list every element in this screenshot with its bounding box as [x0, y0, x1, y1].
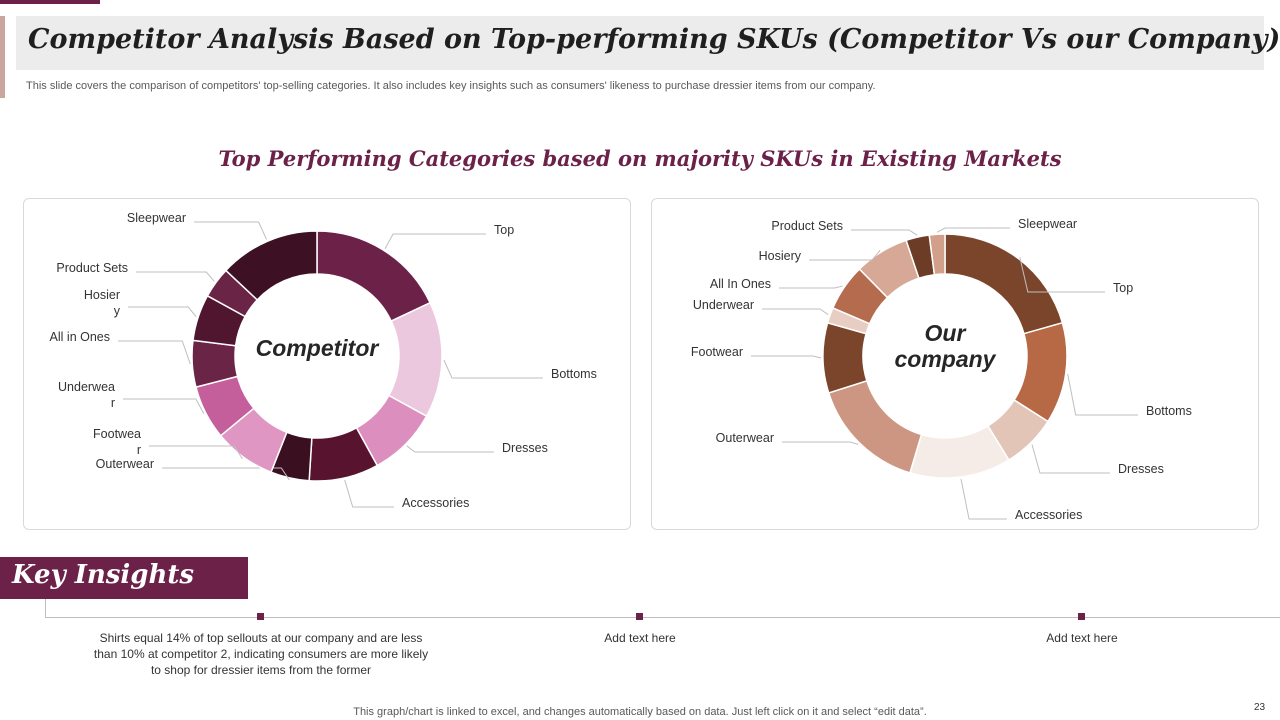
donut-slice-footwear[interactable]	[822, 321, 868, 394]
leader-line	[344, 479, 394, 508]
page-number: 23	[1254, 702, 1266, 713]
slice-label-bottoms: Bottoms	[1146, 404, 1192, 418]
slice-label-product-sets: Product Sets	[771, 219, 843, 233]
leader-line	[118, 340, 191, 365]
company-chart-panel: Top Bottoms Dresses Accessories Outerwear Foo…	[651, 198, 1259, 530]
insight-text-2: Add text here	[604, 631, 676, 645]
leader-line	[1019, 257, 1105, 293]
leader-line	[194, 221, 268, 240]
leader-line	[851, 229, 918, 236]
slice-label-product-sets: Product Sets	[56, 261, 128, 275]
insight-marker	[257, 613, 264, 620]
slice-label-all-in-ones: All In Ones	[710, 277, 771, 291]
insight-marker	[1078, 613, 1085, 620]
competitor-donut-chart[interactable]: Top Bottoms Dresses Accessories OuterwearFoo…	[24, 199, 630, 529]
leader-line	[762, 308, 829, 316]
slice-label-accessories: Accessories	[402, 496, 469, 510]
leader-line	[809, 250, 881, 261]
slice-label-underwear: Underwear	[693, 298, 754, 312]
insight-text-3: Add text here	[1046, 631, 1118, 645]
leader-line	[936, 227, 1010, 233]
footer-note: This graph/chart is linked to excel, and…	[353, 706, 927, 718]
title-band	[16, 16, 1264, 70]
donut-slice-outerwear[interactable]	[827, 379, 923, 474]
slice-label-dresses: Dresses	[1118, 462, 1164, 476]
leader-line	[960, 478, 1007, 520]
insight-text-1: Shirts equal 14% of top sellouts at our …	[93, 631, 429, 677]
leader-line	[443, 359, 543, 379]
left-accent-bar	[0, 16, 5, 98]
leader-line	[1067, 373, 1138, 416]
slice-label-outerwear: Outerwear	[716, 431, 774, 445]
slice-label-bottoms: Bottoms	[551, 367, 597, 381]
leader-line	[782, 441, 859, 445]
leader-line	[162, 467, 290, 481]
leader-line	[136, 271, 215, 282]
donut-center-label: Our company	[895, 320, 997, 372]
leader-line	[751, 355, 822, 359]
timeline-start-tick	[45, 599, 46, 618]
donut-slice-top[interactable]	[944, 233, 1064, 335]
insights-timeline	[45, 617, 1280, 618]
donut-slice-top[interactable]	[316, 230, 432, 323]
donut-slice-sleepwear[interactable]	[224, 230, 318, 301]
donut-slice-sleepwear[interactable]	[928, 233, 946, 276]
key-insights-tag	[0, 557, 248, 599]
slice-label-dresses: Dresses	[502, 441, 548, 455]
leader-line	[384, 233, 486, 250]
slide-title: Competitor Analysis Based on Top-perform…	[28, 24, 1280, 55]
leader-line	[149, 445, 243, 460]
leader-line	[123, 398, 205, 414]
chart-heading: Top Performing Categories based on major…	[218, 146, 1062, 171]
slice-label-top: Top	[1113, 281, 1133, 295]
slice-label-top: Top	[494, 223, 514, 237]
company-donut-chart[interactable]: Top Bottoms Dresses Accessories Outerwear Foo…	[652, 199, 1258, 529]
leader-line	[1031, 444, 1110, 474]
insight-marker	[636, 613, 643, 620]
top-accent-strip	[0, 0, 100, 4]
leader-line	[406, 445, 494, 453]
donut-center-label: Competitor	[256, 335, 380, 361]
slice-label-all-in-ones: All in Ones	[50, 330, 110, 344]
slice-label-accessories: Accessories	[1015, 508, 1082, 522]
slide-subtitle: This slide covers the comparison of comp…	[26, 80, 876, 92]
slice-label-sleepwear: Sleepwear	[1018, 217, 1077, 231]
leader-line	[779, 285, 843, 289]
slice-label-footwear: Footwear	[691, 345, 743, 359]
leader-line	[128, 306, 197, 318]
slice-label-hosiery: Hosiery	[759, 249, 802, 263]
key-insights-heading: Key Insights	[12, 560, 195, 590]
competitor-chart-panel: Top Bottoms Dresses Accessories Outerwear Foo…	[23, 198, 631, 530]
slice-label-outerwear: Outerwear	[96, 457, 154, 471]
slice-label-sleepwear: Sleepwear	[127, 211, 186, 225]
